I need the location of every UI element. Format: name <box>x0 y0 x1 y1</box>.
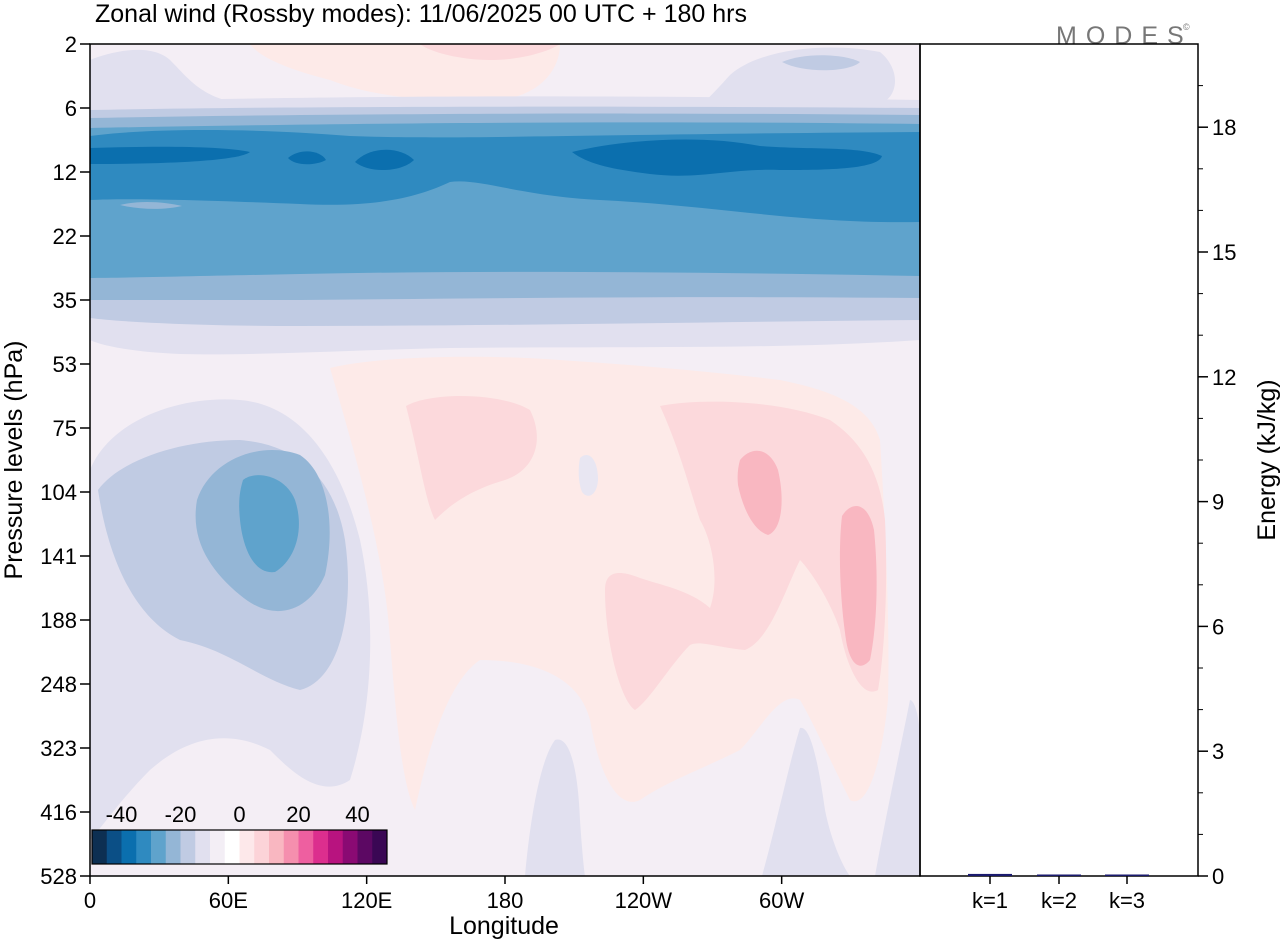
easterly-notch <box>578 454 598 496</box>
colorbar-swatch <box>342 830 358 864</box>
y-tick-label: 188 <box>40 608 77 633</box>
y-tick-label: 248 <box>40 672 77 697</box>
westerly-core-2 <box>839 505 877 666</box>
y-axis-label: Pressure levels (hPa) <box>0 341 28 580</box>
y-tick-label: 12 <box>53 160 77 185</box>
energy-category-label: k=1 <box>972 888 1008 913</box>
colorbar-swatch <box>357 830 373 864</box>
colorbar-swatch <box>224 830 240 864</box>
x-axis-label: Longitude <box>449 912 559 940</box>
energy-tick-label: 12 <box>1212 365 1236 390</box>
colorbar: -40 -20 0 20 40 <box>91 802 388 865</box>
y-tick-label: 53 <box>53 352 77 377</box>
energy-bar <box>1105 874 1149 876</box>
colorbar-tick-label: 0 <box>233 802 245 827</box>
colorbar-swatch <box>180 830 196 864</box>
westerly-plume-l2 <box>406 395 537 520</box>
lower-easterly-3 <box>875 700 920 876</box>
energy-tick-label: 18 <box>1212 115 1236 140</box>
y-tick-label: 6 <box>65 96 77 121</box>
y-tick-label: 528 <box>40 864 77 889</box>
colorbar-tick-label: -40 <box>106 802 138 827</box>
x-tick-label: 120E <box>341 888 392 913</box>
colorbar-swatch <box>239 830 255 864</box>
lower-easterly-2 <box>762 727 850 876</box>
energy-tick-label: 15 <box>1212 240 1236 265</box>
x-tick-label: 120W <box>615 888 673 913</box>
x-tick-label: 60E <box>209 888 248 913</box>
y-axis-ticks: 2 6 12 22 35 53 75 104 141 188 248 323 416 528 <box>40 32 90 889</box>
lower-easterly-1 <box>525 739 585 876</box>
chart-title: Zonal wind (Rossby modes): 11/06/2025 00… <box>95 0 747 28</box>
colorbar-swatch <box>92 830 108 864</box>
westerly-cap-inner <box>420 44 560 60</box>
energy-category-label: k=3 <box>1109 888 1145 913</box>
colorbar-swatch <box>151 830 167 864</box>
colorbar-swatch <box>298 830 314 864</box>
contour-field <box>90 44 920 876</box>
x-tick-label: 60W <box>759 888 804 913</box>
colorbar-swatch <box>328 830 344 864</box>
jet-band-6b <box>288 151 326 165</box>
y-tick-label: 416 <box>40 800 77 825</box>
energy-frame <box>919 43 1199 877</box>
colorbar-swatch <box>269 830 285 864</box>
upper-easterly-right-core <box>782 55 860 71</box>
y-tick-label: 141 <box>40 544 77 569</box>
colorbar-swatch <box>313 830 329 864</box>
y-tick-label: 22 <box>53 224 77 249</box>
colorbar-swatch <box>165 830 181 864</box>
colorbar-tick-label: -20 <box>165 802 197 827</box>
energy-tick-label: 0 <box>1212 864 1224 889</box>
energy-category-label: k=2 <box>1041 888 1077 913</box>
colorbar-swatch <box>254 830 270 864</box>
x-axis-ticks: 0 60E 120E 180 120W 60W <box>84 876 805 913</box>
jet-band-6d <box>572 139 882 176</box>
x-tick-label: 180 <box>487 888 524 913</box>
colorbar-tick-label: 40 <box>345 802 369 827</box>
y-tick-label: 75 <box>53 416 77 441</box>
y-tick-label: 104 <box>40 480 77 505</box>
energy-tick-label: 6 <box>1212 614 1224 639</box>
colorbar-swatch <box>210 830 226 864</box>
y-tick-label: 2 <box>65 32 77 57</box>
y-tick-label: 323 <box>40 736 77 761</box>
energy-bar <box>1037 874 1081 876</box>
logo-mark: © <box>1183 22 1190 32</box>
colorbar-frame <box>91 829 388 865</box>
colorbar-swatch <box>283 830 299 864</box>
energy-axis: 0 3 6 9 12 15 18 <box>1198 85 1236 889</box>
jet-band-thin <box>120 202 182 209</box>
x-tick-label: 0 <box>84 888 96 913</box>
energy-bar <box>968 873 1012 876</box>
colorbar-tick-label: 20 <box>286 802 310 827</box>
jet-band-6 <box>90 146 250 164</box>
colorbar-swatch <box>106 830 122 864</box>
energy-bars: k=1 k=2 k=3 <box>968 873 1149 913</box>
colorbar-swatch <box>372 830 388 864</box>
colorbar-swatch <box>136 830 152 864</box>
colorbar-swatch <box>195 830 211 864</box>
energy-tick-label: 9 <box>1212 490 1224 515</box>
westerly-core-1 <box>737 450 782 535</box>
upper-easterly-left <box>90 49 240 106</box>
energy-tick-label: 3 <box>1212 739 1224 764</box>
westerly-plume-l3 <box>605 401 887 710</box>
modes-logo: MODES <box>1056 22 1193 50</box>
energy-axis-label: Energy (kJ/kg) <box>1253 379 1280 540</box>
y-tick-label: 35 <box>53 288 77 313</box>
colorbar-swatch <box>121 830 137 864</box>
easterly-core-l4 <box>239 475 299 573</box>
jet-band-6c <box>355 149 414 171</box>
